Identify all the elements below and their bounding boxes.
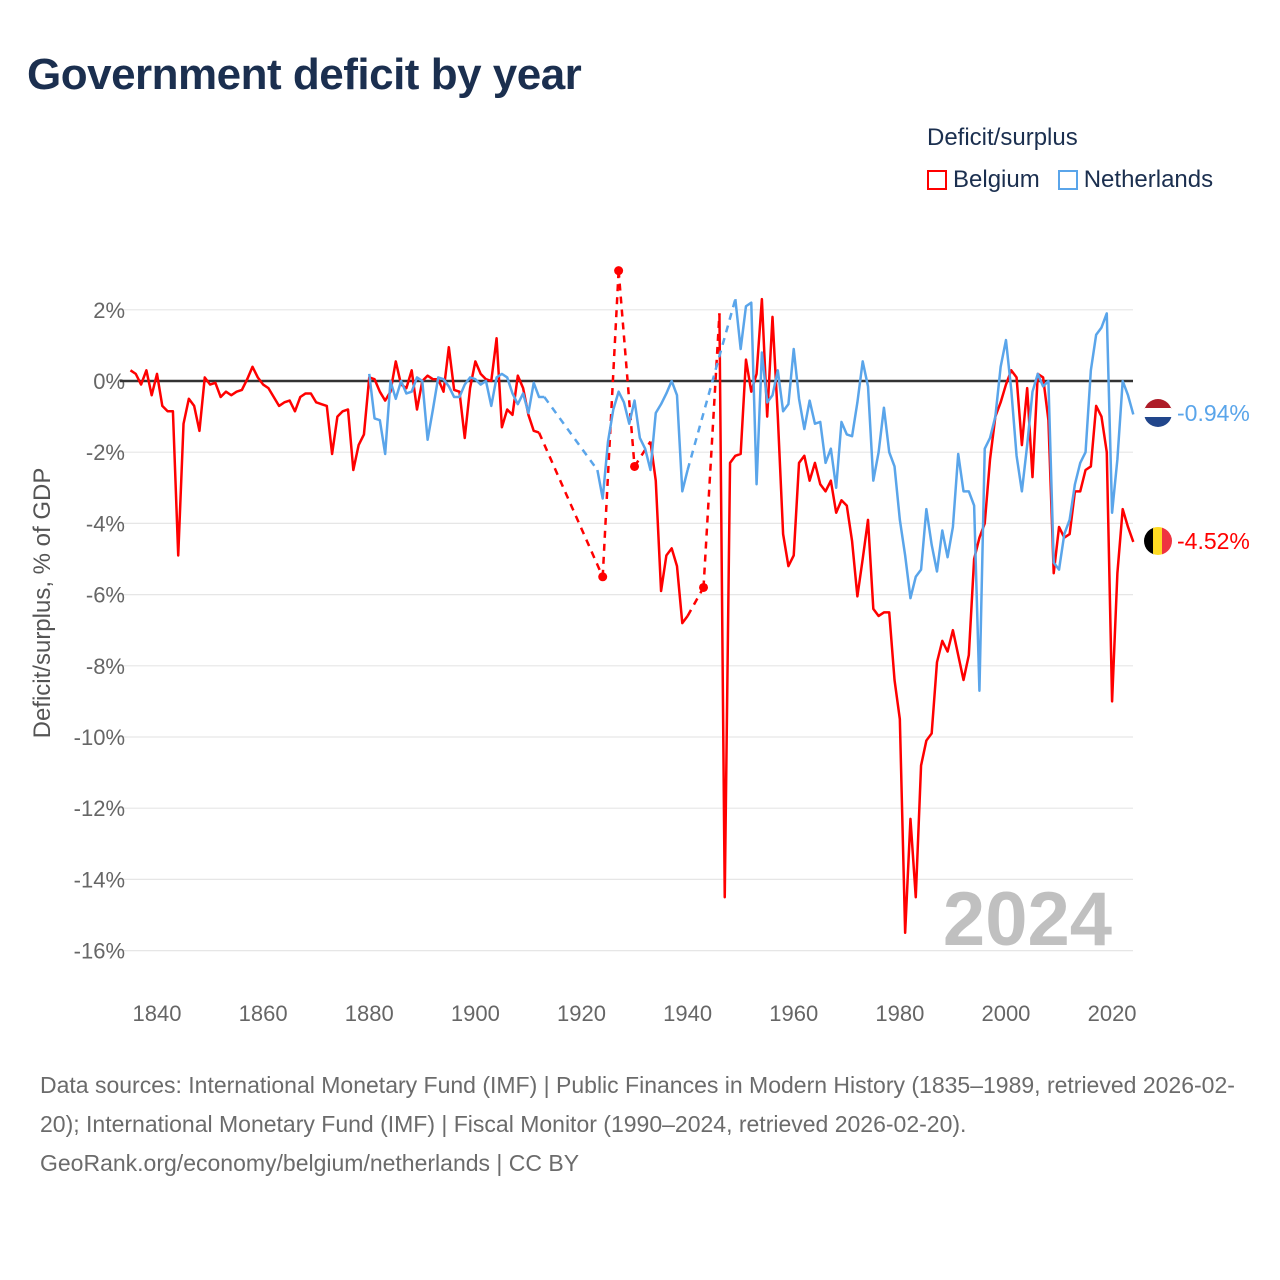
x-tick-label: 1900 [451,1001,500,1026]
y-tick-label: -8% [86,654,125,679]
netherlands-line [596,379,689,500]
legend: Belgium Netherlands [927,166,1213,194]
chart-title: Government deficit by year [27,50,582,99]
x-tick-label: 1840 [133,1001,182,1026]
belgium-line [129,337,540,557]
x-tick-label: 1940 [663,1001,712,1026]
netherlands-line [734,298,1135,692]
y-tick-label: -12% [74,796,125,821]
data-sources: Data sources: International Monetary Fun… [40,1072,1235,1137]
year-overlay: 2024 [943,877,1112,962]
series-lines [129,266,1135,935]
grid [120,309,1133,952]
legend-item-netherlands[interactable]: Netherlands [1057,166,1214,194]
legend-swatch-netherlands [1057,170,1078,190]
netherlands-gap-line [686,298,737,471]
x-tick-label: 1960 [769,1001,818,1026]
y-tick-label: -6% [86,583,125,608]
belgium-gap-line [537,432,604,578]
belgium-gap-line [617,270,636,467]
belgium-gap-line [702,313,721,588]
x-tick-label: 1920 [557,1001,606,1026]
legend-title: Deficit/surplus [927,124,1078,151]
legend-label-netherlands: Netherlands [1083,166,1214,193]
legend-item-belgium[interactable]: Belgium [927,166,1040,194]
netherlands-flag-icon [1144,399,1172,427]
belgium-gap-line [686,586,705,617]
y-tick-label: -2% [86,440,125,465]
y-tick-label: -16% [74,939,125,964]
belgium-flag-icon [1144,527,1172,555]
y-tick-label: -14% [74,867,125,892]
y-axis-ticks: 2% 0% -2% -4% -6% -8% -10% -12% -14% -16% [74,298,125,964]
x-tick-label: 1980 [875,1001,924,1026]
belgium-line [649,441,689,625]
belgium-end-label: -4.52% [1177,528,1250,554]
x-tick-label: 2020 [1088,1001,1137,1026]
netherlands-end-label: -0.94% [1177,400,1250,426]
x-tick-label: 2000 [981,1001,1030,1026]
legend-swatch-belgium [927,170,947,190]
y-axis-label: Deficit/surplus, % of GDP [29,468,56,739]
y-tick-label: -10% [74,725,125,750]
y-tick-label: -4% [86,511,125,536]
belgium-gap-line [633,440,652,468]
netherlands-gap-line [543,396,599,471]
footer: Data sources: International Monetary Fun… [40,1066,1240,1183]
x-tick-label: 1880 [345,1001,394,1026]
legend-label-belgium: Belgium [953,166,1040,193]
y-tick-label: 0% [93,369,125,394]
netherlands-line [367,372,545,456]
credit-link[interactable]: GeoRank.org/economy/belgium/netherlands … [40,1150,580,1176]
x-tick-label: 1860 [239,1001,288,1026]
x-axis-ticks: 1840 1860 1880 1900 1920 1940 1960 1980 2000 2020 [133,1001,1137,1026]
y-tick-label: 2% [93,298,125,323]
